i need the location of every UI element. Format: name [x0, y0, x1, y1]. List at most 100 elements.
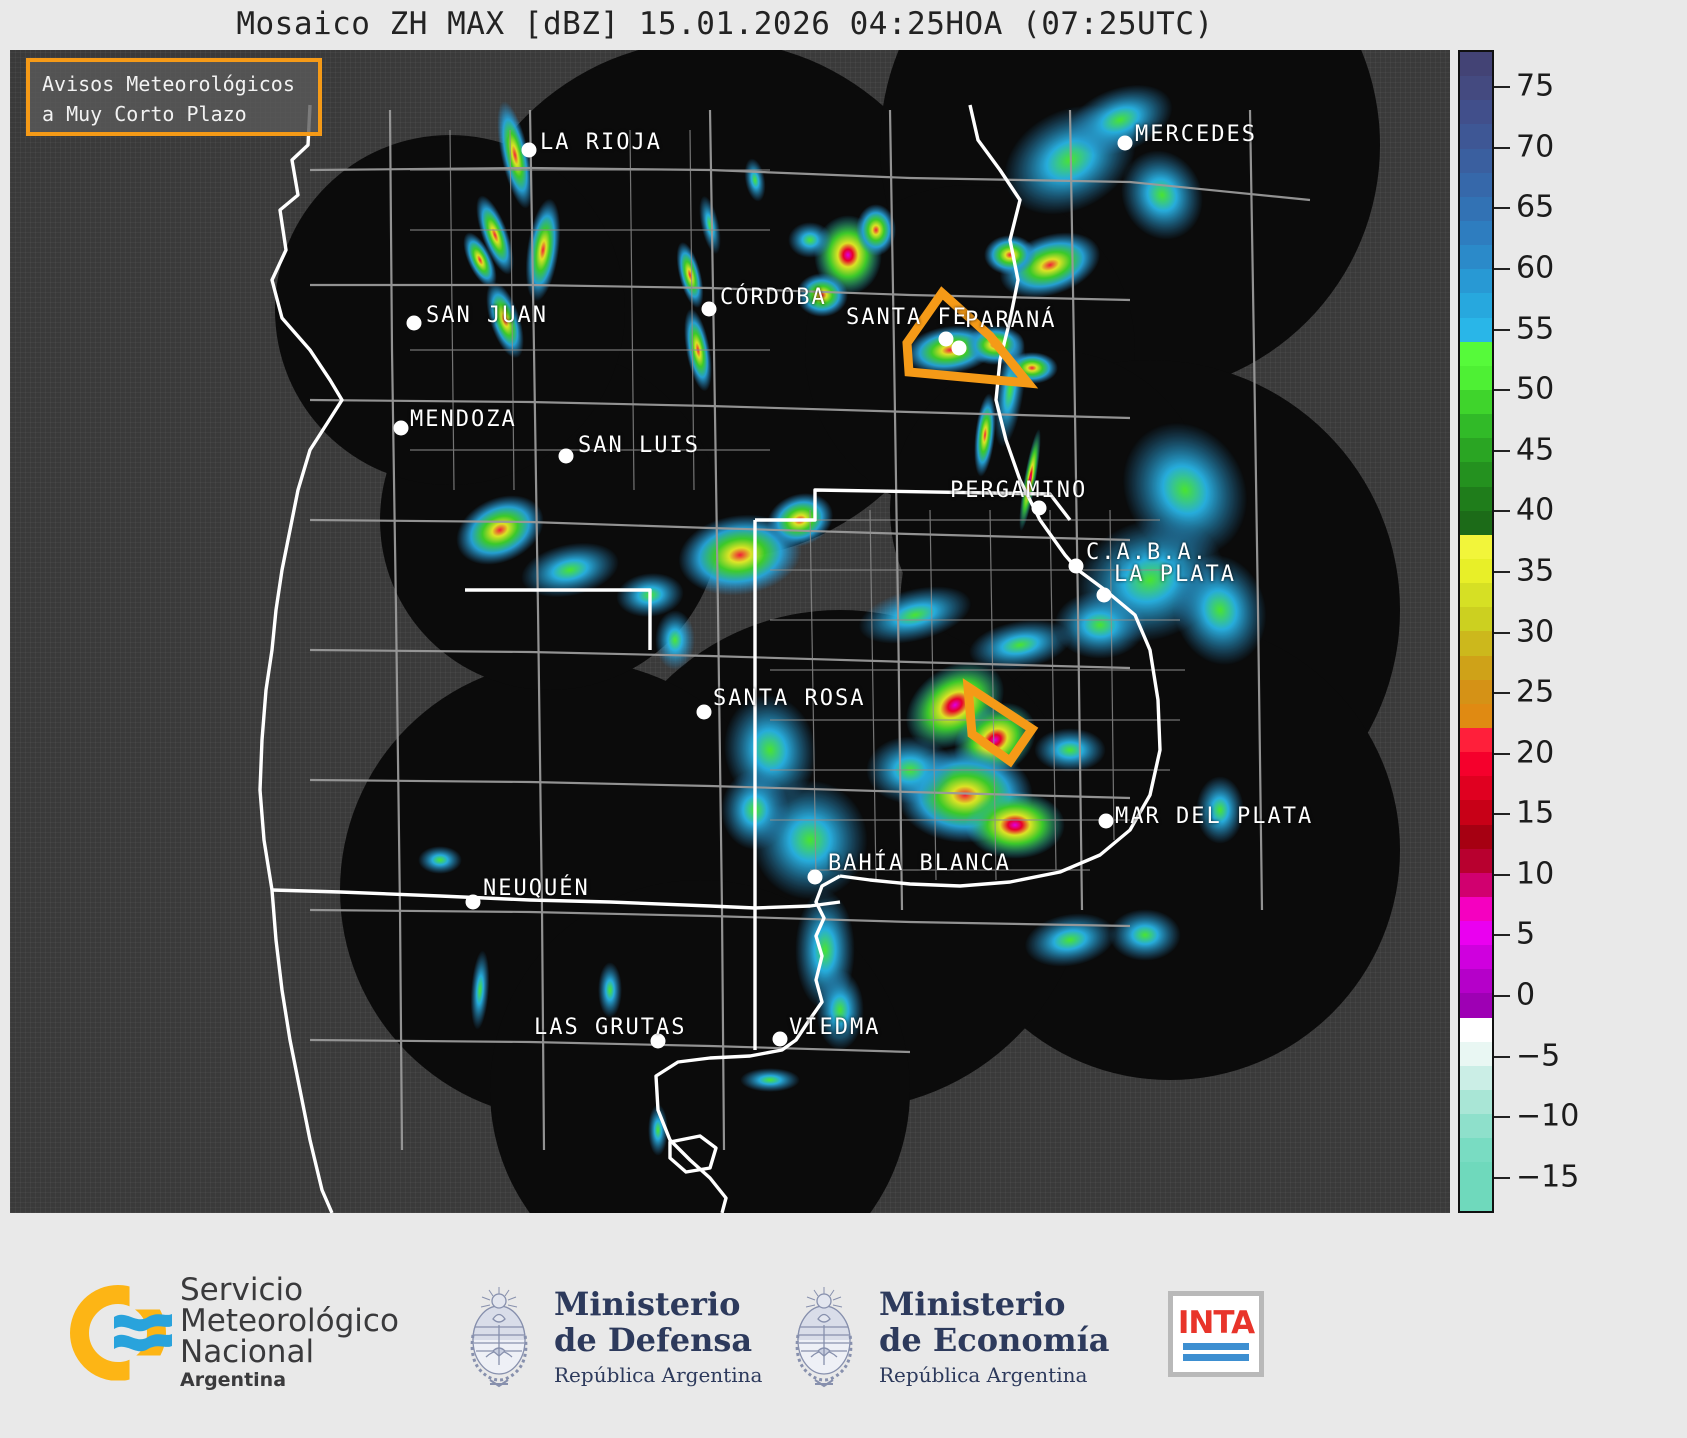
city-label: LA PLATA: [1114, 562, 1236, 587]
colorbar-tick: [1494, 86, 1510, 89]
colorbar-segment: [1460, 945, 1492, 970]
smn-line-2: Meteorológico: [180, 1303, 399, 1339]
warning-legend-box: Avisos Meteorológicos a Muy Corto Plazo: [26, 58, 322, 136]
argentina-shield-icon: [470, 1287, 528, 1388]
colorbar-tick-label: 60: [1516, 250, 1555, 286]
warning-polygon-layer: [902, 286, 1039, 768]
city-label: LA RIOJA: [540, 130, 662, 155]
colorbar-segment: [1460, 1114, 1492, 1139]
reflectivity-echo-layer: [418, 84, 1267, 1156]
city-marker: [696, 704, 712, 720]
radar-map[interactable]: LA RIOJA SAN JUAN CÓRDOBA SANTA FE PARANÁ MER…: [10, 50, 1450, 1213]
footer-logos: Servicio Meteorológico Nacional Argentin…: [0, 1213, 1687, 1438]
city-marker: [1068, 558, 1084, 574]
smn-line-3: Nacional: [180, 1334, 315, 1370]
colorbar-segment: [1460, 76, 1492, 101]
colorbar-segment: [1460, 52, 1492, 77]
warning-legend-line-2: a Muy Corto Plazo: [42, 102, 247, 126]
city-marker: [558, 448, 574, 464]
colorbar-tick-label: −10: [1516, 1098, 1580, 1134]
colorbar-segment: [1460, 389, 1492, 415]
city-marker: [807, 869, 823, 885]
colorbar-tick-label: 25: [1516, 674, 1555, 710]
colorbar-segment: [1460, 269, 1492, 294]
colorbar-segment: [1460, 993, 1492, 1018]
aviso-buenos-aires[interactable]: [962, 678, 1039, 768]
smn-wave-icon: [114, 1313, 172, 1351]
colorbar-segment: [1460, 872, 1492, 897]
colorbar-segment: [1460, 1186, 1492, 1211]
colorbar-segment: [1460, 1065, 1492, 1091]
defensa-line-1: Ministerio: [554, 1285, 741, 1324]
colorbar-segment: [1460, 172, 1492, 197]
colorbar-tick: [1494, 207, 1510, 210]
city-marker: [1031, 500, 1047, 516]
city-label: VIEDMA: [789, 1015, 881, 1040]
page-title: Mosaico ZH MAX [dBZ] 15.01.2026 04:25HOA…: [236, 6, 1214, 42]
city-label: MAR DEL PLATA: [1115, 804, 1314, 829]
city-marker: [521, 142, 537, 158]
colorbar-tick-label: 35: [1516, 553, 1555, 589]
city-marker: [393, 420, 409, 436]
colorbar-segment: [1460, 462, 1492, 487]
colorbar-segment: [1460, 752, 1492, 777]
colorbar-tick-label: −15: [1516, 1159, 1580, 1195]
warning-legend-line-1: Avisos Meteorológicos: [42, 72, 295, 96]
smn-line-4: Argentina: [180, 1369, 287, 1391]
colorbar-tick: [1494, 692, 1510, 695]
colorbar-tick-label: 45: [1516, 432, 1555, 468]
colorbar-tick: [1494, 146, 1510, 149]
colorbar-segment: [1460, 438, 1492, 463]
colorbar-tick-label: 0: [1516, 977, 1536, 1013]
logo-inta: INTA: [1168, 1291, 1264, 1377]
city-label: MERCEDES: [1135, 122, 1257, 147]
city-label: PERGAMINO: [950, 478, 1088, 503]
inta-logo-icon: INTA: [1168, 1291, 1264, 1377]
map-vector-overlay: [258, 84, 1311, 1213]
logo-ministerio-defensa: Ministerio de Defensa República Argentin…: [460, 1285, 762, 1389]
city-label: SANTA ROSA: [713, 686, 866, 711]
city-marker: [406, 315, 422, 331]
city-marker: [465, 894, 481, 910]
city-label: SAN JUAN: [426, 303, 548, 328]
colorbar-segment: [1460, 969, 1492, 994]
city-marker: [772, 1031, 788, 1047]
city-label: SAN LUIS: [578, 433, 700, 458]
city-label: BAHÍA BLANCA: [828, 851, 1011, 876]
aviso-santa-fe[interactable]: [902, 286, 1039, 389]
city-marker: [1117, 135, 1133, 151]
city-marker: [1096, 587, 1112, 603]
colorbar-segment: [1460, 1090, 1492, 1115]
colorbar-tick-label: 65: [1516, 189, 1555, 225]
colorbar-tick: [1494, 934, 1510, 937]
colorbar-segment: [1460, 245, 1492, 270]
colorbar-tick-label: 5: [1516, 916, 1536, 952]
colorbar-tick-label: 40: [1516, 492, 1555, 528]
colorbar-tick-label: 20: [1516, 735, 1555, 771]
logo-ministerio-economia: Ministerio de Economía República Argenti…: [785, 1285, 1109, 1389]
colorbar-tick: [1494, 752, 1510, 755]
colorbar-segment: [1460, 824, 1492, 849]
smn-line-1: Servicio: [180, 1272, 304, 1308]
smn-logo-text: Servicio Meteorológico Nacional Argentin…: [180, 1275, 399, 1390]
province-boundaries: [309, 109, 1311, 1151]
city-label: MENDOZA: [410, 407, 517, 432]
colorbar-tick-label: 10: [1516, 856, 1555, 892]
colorbar-segment: [1460, 679, 1492, 704]
colorbar-tick: [1494, 631, 1510, 634]
defensa-line-3: República Argentina: [554, 1362, 763, 1387]
colorbar-tick-label: −5: [1516, 1038, 1561, 1073]
colorbar-segment: [1460, 1041, 1492, 1066]
colorbar-segment: [1460, 1162, 1492, 1187]
city-marker: [1098, 813, 1114, 829]
economia-line-3: República Argentina: [879, 1362, 1088, 1387]
colorbar-segment: [1460, 124, 1492, 149]
colorbar-segment: [1460, 655, 1492, 680]
ministerio-defensa-text: Ministerio de Defensa República Argentin…: [554, 1285, 763, 1387]
economia-line-1: Ministerio: [879, 1285, 1066, 1324]
colorbar-tick-label: 75: [1516, 68, 1555, 104]
colorbar-segment: [1460, 486, 1492, 511]
economia-line-2: de Economía: [879, 1321, 1110, 1359]
colorbar-segment: [1460, 1017, 1492, 1042]
colorbar-tick: [1494, 389, 1510, 392]
